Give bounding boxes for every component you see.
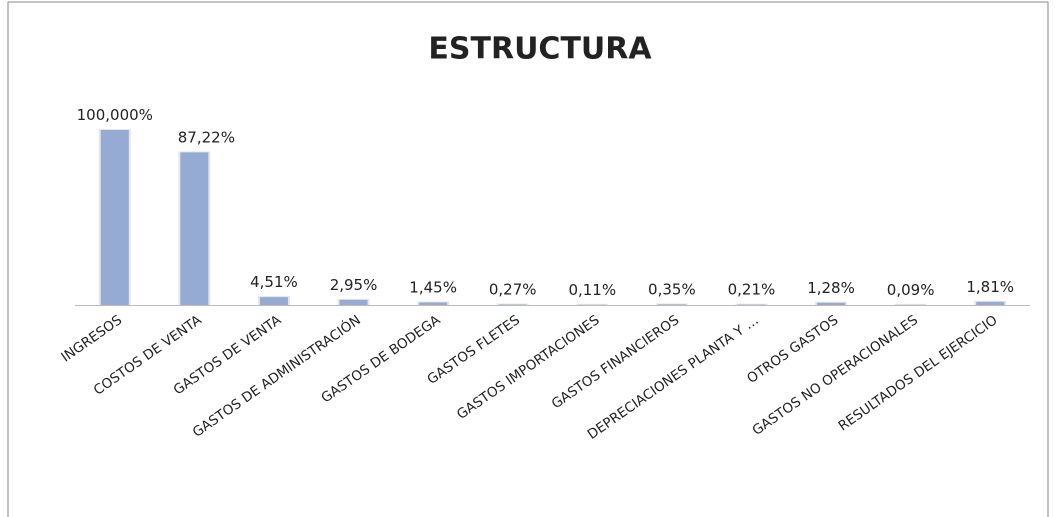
value-label: 0,09% [887, 281, 935, 299]
bar [657, 304, 686, 305]
value-label: 0,21% [728, 281, 776, 299]
bar-shadow [496, 303, 529, 305]
bar [817, 302, 846, 305]
value-label: 87,22% [178, 128, 235, 146]
chart-border [7, 1, 1049, 517]
value-label: 0,35% [648, 280, 696, 298]
value-label: 100,000% [77, 106, 153, 124]
bar [100, 130, 129, 305]
bar [259, 297, 288, 305]
bar [976, 301, 1005, 305]
bar [419, 302, 448, 305]
value-label: 0,11% [568, 281, 616, 299]
bar-shadow [655, 303, 688, 305]
value-label: 2,95% [330, 276, 378, 294]
chart-title: ESTRUCTURA [428, 32, 652, 67]
value-label: 1,28% [807, 279, 855, 297]
bar-shadow [576, 303, 609, 305]
bar-shadow [735, 303, 768, 305]
value-label: 1,81% [966, 278, 1014, 296]
value-label: 4,51% [250, 273, 298, 291]
bar [339, 299, 368, 305]
value-label: 1,45% [409, 278, 457, 296]
bar-shadow [894, 303, 927, 305]
value-label: 0,27% [489, 281, 537, 299]
bar [180, 152, 209, 305]
